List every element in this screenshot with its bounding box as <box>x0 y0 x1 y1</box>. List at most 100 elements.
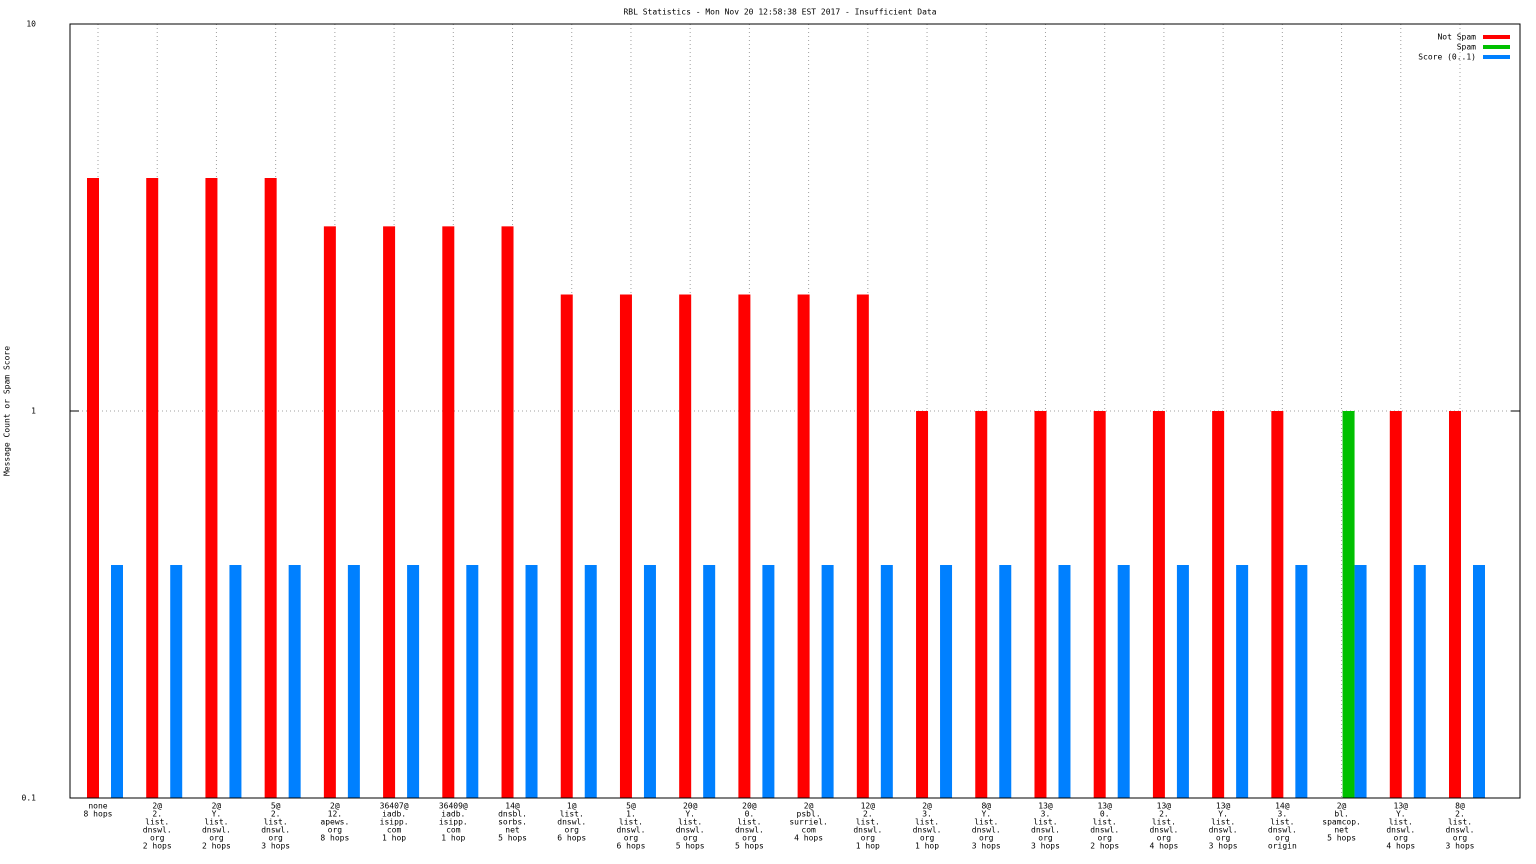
x-tick-label: org <box>920 834 935 843</box>
x-tick-label: 2. <box>152 810 162 819</box>
x-tick-label: org <box>565 826 580 835</box>
x-tick-label: org <box>1216 834 1231 843</box>
x-tick-label: 13@ <box>1394 802 1409 811</box>
x-tick-label: 5 hops <box>735 842 764 851</box>
x-tick-label: list. <box>915 818 939 827</box>
legend-swatch <box>1483 35 1510 39</box>
x-tick-label: dnswl. <box>1446 826 1475 835</box>
bar <box>323 226 336 799</box>
bar <box>501 226 514 799</box>
x-tick-label: 3 hops <box>261 842 290 851</box>
bar <box>856 294 869 798</box>
bar <box>1473 565 1485 798</box>
x-tick-label: list. <box>1093 818 1117 827</box>
x-tick-label: 1@ <box>567 802 577 811</box>
bar <box>797 294 810 798</box>
x-tick-label: 13@ <box>1216 802 1231 811</box>
legend-swatch <box>1483 55 1510 59</box>
x-tick-label: list. <box>678 818 702 827</box>
legend-label: Spam <box>1457 43 1476 52</box>
x-tick-label: 8 hops <box>320 834 349 843</box>
x-tick-label: org <box>268 834 283 843</box>
legend-label: Not Spam <box>1437 33 1476 42</box>
x-tick-label: dnswl. <box>676 826 705 835</box>
x-tick-label: isipp. <box>380 818 409 827</box>
bar <box>1449 411 1461 798</box>
bar <box>466 565 479 798</box>
x-tick-label: 2@ <box>330 802 340 811</box>
x-tick-label: surriel. <box>789 818 828 827</box>
x-tick-label: org <box>1453 834 1468 843</box>
x-tick-label: 2 hops <box>202 842 231 851</box>
x-tick-label: org <box>624 834 639 843</box>
x-tick-label: dnswl. <box>617 826 646 835</box>
x-tick-label: list. <box>1152 818 1176 827</box>
x-tick-label: 3. <box>922 810 932 819</box>
bar <box>288 565 301 798</box>
x-tick-label: 2 hops <box>1090 842 1119 851</box>
x-tick-label: list. <box>856 818 880 827</box>
x-tick-label: 2@ <box>152 802 162 811</box>
x-tick-label: 4 hops <box>794 834 823 843</box>
bar <box>940 565 953 798</box>
x-tick-label: 2. <box>863 810 873 819</box>
x-tick-label: 2 hops <box>143 842 172 851</box>
bar <box>1413 565 1426 798</box>
bar <box>880 565 893 798</box>
x-tick-label: org <box>209 834 224 843</box>
x-tick-label: 4 hops <box>1149 842 1178 851</box>
x-tick-label: 8@ <box>1455 802 1465 811</box>
x-tick-label: isipp. <box>439 818 468 827</box>
bar <box>643 565 656 798</box>
x-tick-label: 6 hops <box>617 842 646 851</box>
x-tick-label: apews. <box>320 818 349 827</box>
legend-label: Score (0..1) <box>1418 53 1476 62</box>
x-tick-label: org <box>1038 834 1053 843</box>
x-tick-label: dnswl. <box>853 826 882 835</box>
bar <box>1236 565 1249 798</box>
x-tick-label: 14@ <box>505 802 520 811</box>
x-tick-label: org <box>683 834 698 843</box>
legend-swatch <box>1483 45 1510 49</box>
x-tick-label: list. <box>737 818 761 827</box>
x-tick-label: 8 hops <box>84 810 113 819</box>
x-tick-label: 13@ <box>1097 802 1112 811</box>
x-tick-label: 3 hops <box>1209 842 1238 851</box>
bar <box>347 565 360 798</box>
bar <box>1034 411 1047 798</box>
bar <box>703 565 716 798</box>
x-tick-label: list. <box>264 818 288 827</box>
x-tick-label: dnswl. <box>1386 826 1415 835</box>
x-tick-label: org <box>1157 834 1172 843</box>
x-tick-label: 1 hop <box>382 834 406 843</box>
bar <box>916 411 929 798</box>
x-tick-label: 3 hops <box>1446 842 1475 851</box>
x-tick-label: 2@ <box>212 802 222 811</box>
x-tick-label: org <box>1275 834 1290 843</box>
x-tick-label: list. <box>145 818 169 827</box>
bar <box>111 565 123 798</box>
bar <box>1354 565 1367 798</box>
x-tick-label: spamcop. <box>1322 818 1361 827</box>
x-tick-label: bl. <box>1334 810 1348 819</box>
x-tick-label: dnswl. <box>202 826 231 835</box>
bar <box>146 178 159 798</box>
x-tick-label: 2@ <box>804 802 814 811</box>
x-tick-label: dnsbl. <box>498 810 527 819</box>
x-tick-label: dnswl. <box>1031 826 1060 835</box>
x-tick-label: iadb. <box>382 810 406 819</box>
x-tick-label: net <box>1334 826 1349 835</box>
bar <box>442 226 455 799</box>
x-tick-label: dnswl. <box>557 818 586 827</box>
x-tick-label: org <box>150 834 165 843</box>
y-tick-label: 1 <box>31 407 36 416</box>
bar <box>619 294 632 798</box>
x-tick-label: dnswl. <box>913 826 942 835</box>
bar <box>1176 565 1189 798</box>
x-tick-label: 2. <box>1455 810 1465 819</box>
x-tick-label: dnswl. <box>143 826 172 835</box>
x-tick-label: sorbs. <box>498 818 527 827</box>
x-tick-label: 20@ <box>742 802 757 811</box>
y-tick-label: 10 <box>26 20 36 29</box>
x-tick-label: dnswl. <box>1268 826 1297 835</box>
